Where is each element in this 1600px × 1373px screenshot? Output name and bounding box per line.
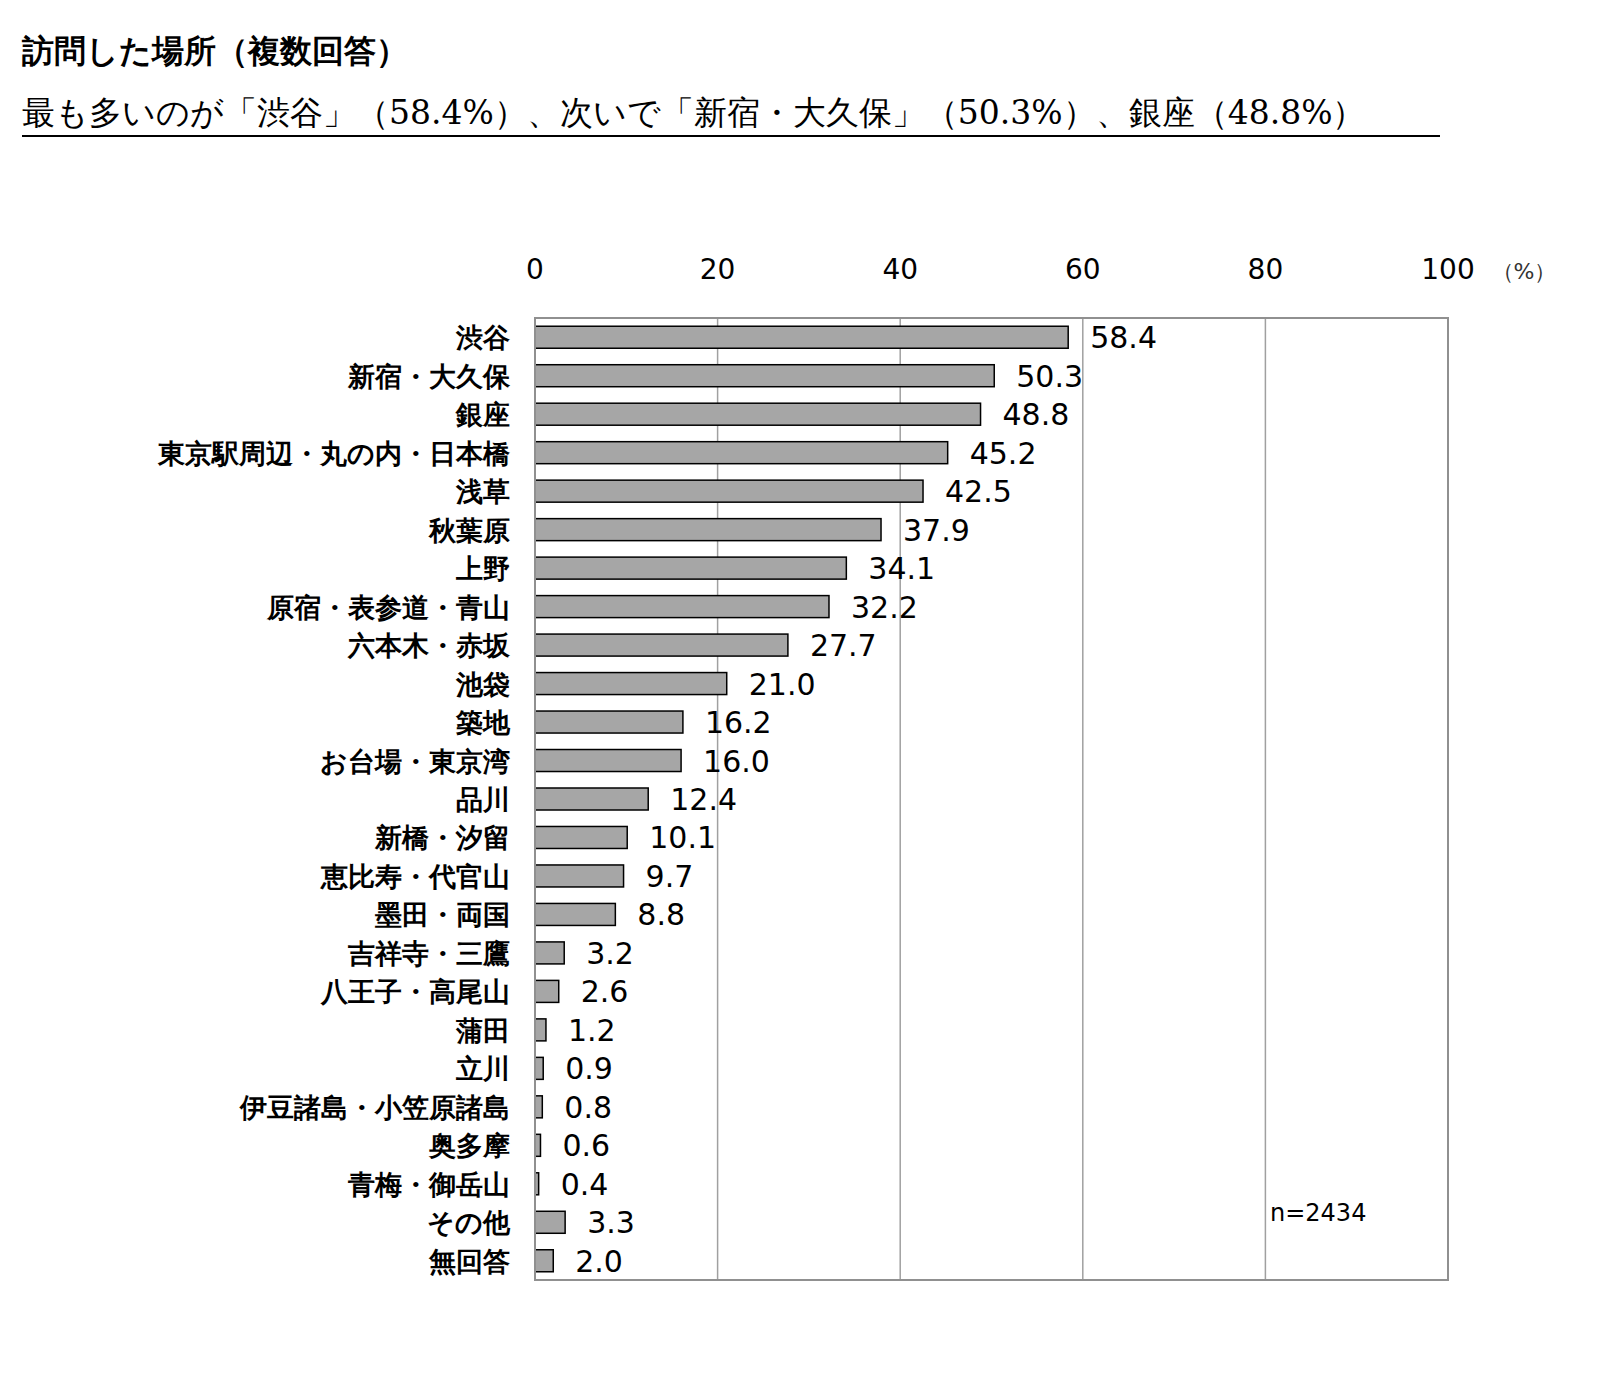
bar <box>535 711 683 733</box>
data-label: 0.8 <box>564 1090 612 1125</box>
subtitle: 最も多いのが「渋谷」（58.4%）、次いで「新宿・大久保」（50.3%）、銀座（… <box>22 93 1366 132</box>
data-label: 27.7 <box>810 628 877 663</box>
bar <box>535 403 981 425</box>
category-label: 池袋 <box>455 669 510 700</box>
bar <box>535 1250 553 1272</box>
tick-label: 40 <box>882 253 918 286</box>
title: 訪問した場所（複数回答） <box>21 32 408 70</box>
data-label: 16.0 <box>703 744 770 779</box>
category-label: 築地 <box>455 707 511 738</box>
data-label: 12.4 <box>670 782 737 817</box>
bar <box>535 788 648 810</box>
bar <box>535 1019 546 1041</box>
annotation: n=2434 <box>1270 1199 1366 1227</box>
bar <box>535 442 948 464</box>
category-label: 新橋・汐留 <box>374 822 510 853</box>
category-label: 立川 <box>455 1053 510 1084</box>
category-label: 原宿・表参道・青山 <box>266 592 510 623</box>
tick-label: 60 <box>1065 253 1101 286</box>
data-label: 3.2 <box>586 936 634 971</box>
category-label: 八王子・高尾山 <box>320 976 510 1007</box>
category-label: 新宿・大久保 <box>347 361 511 392</box>
category-label: 吉祥寺・三鷹 <box>347 938 510 969</box>
data-label: 34.1 <box>868 551 935 586</box>
category-label: 青梅・御岳山 <box>347 1169 510 1200</box>
plot-frame <box>535 318 1448 1280</box>
data-label: 16.2 <box>705 705 772 740</box>
bar <box>535 557 846 579</box>
data-label: 9.7 <box>646 859 694 894</box>
data-label: 2.0 <box>575 1244 623 1279</box>
axis-label: （%） <box>1492 259 1557 284</box>
data-label: 42.5 <box>945 474 1012 509</box>
data-label: 3.3 <box>587 1205 635 1240</box>
data-label: 0.6 <box>562 1128 610 1163</box>
bar <box>535 634 788 656</box>
bar <box>535 865 624 887</box>
data-label: 0.4 <box>561 1167 609 1202</box>
bar <box>535 519 881 541</box>
category-label: その他 <box>427 1207 511 1238</box>
data-label: 58.4 <box>1090 320 1157 355</box>
category-label: 無回答 <box>428 1246 510 1277</box>
data-label: 50.3 <box>1016 359 1083 394</box>
grid-line <box>1265 318 1267 1280</box>
subtitle-underline <box>22 135 1440 137</box>
category-label: 浅草 <box>455 476 510 507</box>
category-label: 秋葉原 <box>428 515 510 546</box>
bar <box>535 365 994 387</box>
tick-label: 80 <box>1248 253 1284 286</box>
category-label: お台場・東京湾 <box>320 746 510 777</box>
category-label: 東京駅周辺・丸の内・日本橋 <box>157 438 511 469</box>
data-label: 21.0 <box>749 667 816 702</box>
bar <box>535 1057 543 1079</box>
category-label: 蒲田 <box>455 1015 510 1046</box>
chart: 訪問した場所（複数回答） 最も多いのが「渋谷」（58.4%）、次いで「新宿・大久保… <box>0 0 1600 1373</box>
data-label: 32.2 <box>851 590 918 625</box>
category-label: 銀座 <box>455 399 510 430</box>
bar <box>535 480 923 502</box>
bar <box>535 980 559 1002</box>
grid-line <box>1082 318 1084 1280</box>
bar <box>535 903 615 925</box>
bar <box>535 942 564 964</box>
data-label: 37.9 <box>903 513 970 548</box>
category-label: 渋谷 <box>455 322 510 353</box>
bars <box>535 326 1068 1272</box>
category-label: 奥多摩 <box>428 1130 510 1161</box>
tick-label: 100 <box>1421 253 1474 286</box>
category-label: 六本木・赤坂 <box>347 630 511 661</box>
tick-label: 0 <box>526 253 544 286</box>
data-label: 2.6 <box>581 974 629 1009</box>
bar <box>535 1211 565 1233</box>
data-label: 0.9 <box>565 1051 613 1086</box>
data-label: 45.2 <box>970 436 1037 471</box>
bar <box>535 750 681 772</box>
category-label: 恵比寿・代官山 <box>320 861 510 892</box>
bar <box>535 326 1068 348</box>
data-label: 8.8 <box>637 897 685 932</box>
bar <box>535 1096 542 1118</box>
data-label: 48.8 <box>1003 397 1070 432</box>
category-label: 墨田・両国 <box>374 899 510 930</box>
bar <box>535 596 829 618</box>
data-label: 10.1 <box>649 820 716 855</box>
data-label: 1.2 <box>568 1013 616 1048</box>
bar <box>535 826 627 848</box>
bar <box>535 673 727 695</box>
tick-label: 20 <box>700 253 736 286</box>
category-label: 品川 <box>456 784 510 815</box>
category-label: 伊豆諸島・小笠原諸島 <box>239 1092 510 1123</box>
category-label: 上野 <box>455 553 510 584</box>
